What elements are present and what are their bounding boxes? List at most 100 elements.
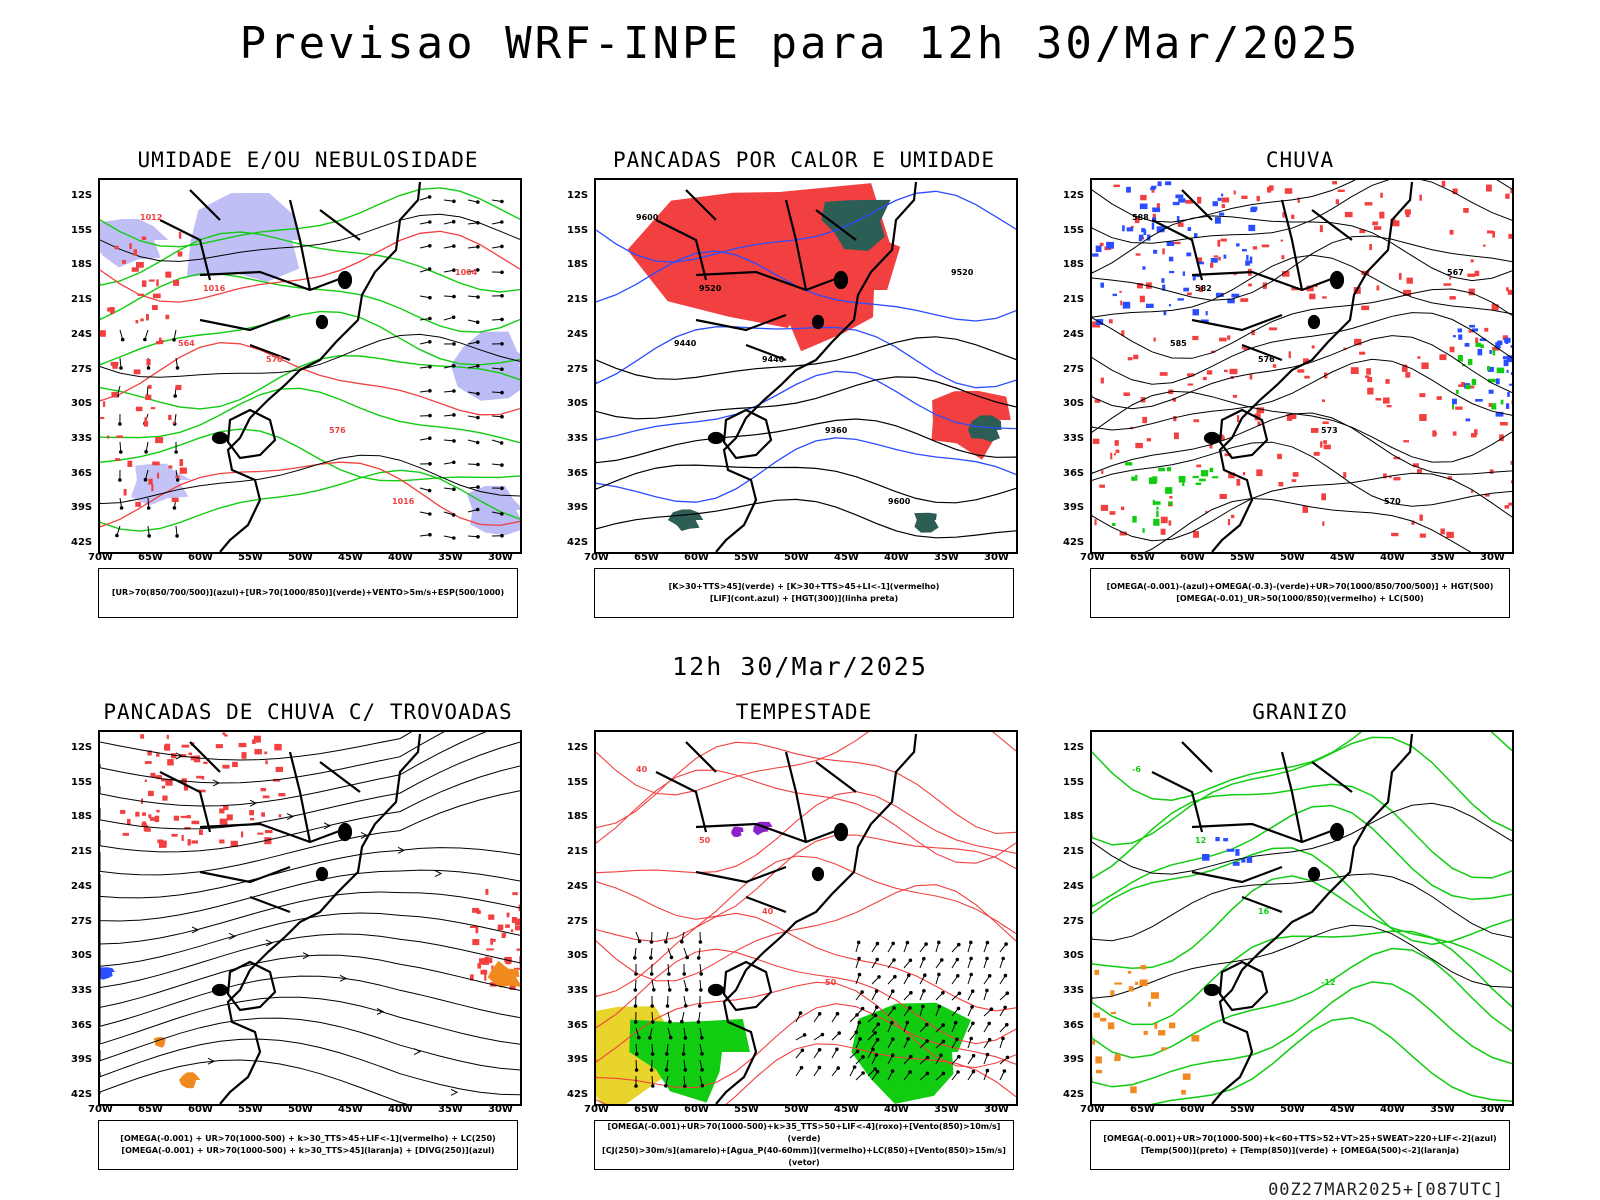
longitude-label: 30W bbox=[488, 552, 513, 563]
latitude-label: 39S bbox=[567, 1054, 589, 1066]
longitude-label: 45W bbox=[1330, 552, 1355, 563]
coastline-and-borders bbox=[655, 733, 918, 1104]
legend-line: [UR>70(850/700/500)](azul)+[UR>70(1000/8… bbox=[111, 588, 505, 597]
latitude-label: 42S bbox=[1063, 537, 1085, 548]
latitude-label: 21S bbox=[71, 294, 93, 306]
latitude-label: 21S bbox=[567, 846, 589, 858]
instability-teal-area bbox=[667, 509, 704, 531]
longitude-label: 50W bbox=[288, 552, 313, 563]
longitude-label: 35W bbox=[1430, 552, 1455, 563]
latitude-label: 36S bbox=[1063, 1019, 1085, 1031]
latitude-label: 39S bbox=[567, 502, 589, 514]
hail-blue-speckles bbox=[1202, 837, 1253, 866]
latitude-label: 39S bbox=[71, 502, 93, 514]
streamlines bbox=[100, 732, 520, 1104]
latitude-label: 42S bbox=[71, 537, 93, 548]
coastline-and-borders bbox=[159, 181, 422, 552]
wind-vectors bbox=[115, 329, 180, 538]
map-plot bbox=[98, 730, 522, 1106]
latitude-label: 15S bbox=[567, 224, 589, 236]
contour-label: 1016 bbox=[392, 497, 415, 506]
contour-label: -6 bbox=[1132, 765, 1141, 774]
latitude-label: 15S bbox=[567, 776, 589, 788]
panel-legend: [OMEGA(-0.001)+UR>70(1000-500)+k<60+TTS>… bbox=[1090, 1120, 1510, 1170]
contour-label: 588 bbox=[1132, 213, 1149, 222]
panel-legend: [OMEGA(-0.001)+UR>70(1000-500)+k>35_TTS>… bbox=[594, 1120, 1014, 1170]
longitude-label: 65W bbox=[1130, 1104, 1155, 1115]
longitude-label: 45W bbox=[1330, 1104, 1355, 1115]
latitude-label: 21S bbox=[71, 846, 93, 858]
latitude-label: 33S bbox=[1063, 984, 1085, 996]
humidity-green-contours bbox=[100, 187, 520, 532]
contour-label: 1012 bbox=[140, 213, 162, 222]
longitude-label: 50W bbox=[784, 1104, 809, 1115]
geopotential-black-contours bbox=[1092, 180, 1512, 552]
contour-label: 12 bbox=[1195, 836, 1206, 845]
longitude-label: 35W bbox=[934, 1104, 959, 1115]
latitude-label: 18S bbox=[1063, 259, 1085, 271]
latitude-label: 39S bbox=[71, 1054, 93, 1066]
legend-line: [OMEGA(-0.01)_UR>50(1000/850)(vermelho) … bbox=[1176, 594, 1424, 603]
panel-legend: [OMEGA(-0.001) + UR>70(1000-500) + k>30_… bbox=[98, 1120, 518, 1170]
latitude-label: 24S bbox=[567, 328, 589, 340]
longitude-label: 30W bbox=[1480, 552, 1505, 563]
map-plot: 588 582 576 573 570 567 585 bbox=[1090, 178, 1514, 554]
latitude-label: 27S bbox=[71, 915, 93, 927]
thickness-red-contours bbox=[100, 230, 520, 528]
panel-legend: [K>30+TTS>45](verde) + [K>30+TTS>45+LI<-… bbox=[594, 568, 1014, 618]
legend-line: [Temp(500)](preto) + [Temp(850)](verde) … bbox=[1140, 1146, 1460, 1155]
instability-teal-area bbox=[968, 415, 1002, 442]
latitude-label: 27S bbox=[1063, 363, 1085, 375]
panel-legend: [OMEGA(-0.001)-(azul)+OMEGA(-0.3)-(verde… bbox=[1090, 568, 1510, 618]
latitude-label: 15S bbox=[71, 776, 93, 788]
contour-label: -12 bbox=[1321, 978, 1335, 987]
legend-line: [OMEGA(-0.001) + UR>70(1000-500) + k>30_… bbox=[120, 1134, 496, 1143]
legend-line: [CJ(250)>30m/s](amarelo)+[Agua_P(40-60mm… bbox=[602, 1146, 1006, 1167]
longitude-label: 35W bbox=[438, 1104, 463, 1115]
map-plot: 1012 1016 570 576 1016 1004 564 bbox=[98, 178, 522, 554]
contour-label: 576 bbox=[329, 426, 346, 435]
panel-title: PANCADAS POR CALOR E UMIDADE bbox=[612, 148, 995, 172]
coastline-and-borders bbox=[1151, 733, 1414, 1104]
main-title: Previsao WRF-INPE para 12h 30/Mar/2025 bbox=[239, 18, 1361, 69]
legend-line: [OMEGA(-0.001) + UR>70(1000-500) + k>30_… bbox=[121, 1146, 495, 1155]
map-panel-1: UMIDADE E/OU NEBULOSIDADE 1012 1016 570 576 1… bbox=[71, 148, 522, 632]
longitude-label: 40W bbox=[884, 1104, 909, 1115]
longitude-label: 30W bbox=[1480, 1104, 1505, 1115]
divergence-blue-area bbox=[100, 967, 115, 980]
latitude-label: 36S bbox=[567, 1019, 589, 1031]
contour-label: 9600 bbox=[888, 497, 911, 506]
wind-850-vectors bbox=[855, 940, 1010, 1081]
map-plot: 9600 9520 9440 9360 9600 9520 9440 bbox=[594, 178, 1018, 554]
latitude-label: 12S bbox=[567, 742, 589, 753]
longitude-label: 70W bbox=[88, 552, 113, 563]
longitude-label: 45W bbox=[834, 552, 859, 563]
latitude-label: 21S bbox=[1063, 294, 1085, 306]
longitude-label: 60W bbox=[1180, 1104, 1205, 1115]
contour-label: 9520 bbox=[699, 284, 722, 293]
panel-title: GRANIZO bbox=[1252, 700, 1348, 724]
legend-line: [OMEGA(-0.001)+UR>70(1000-500)+k>35_TTS>… bbox=[607, 1122, 1001, 1143]
longitude-label: 45W bbox=[834, 1104, 859, 1115]
latitude-label: 24S bbox=[71, 880, 93, 892]
longitude-label: 70W bbox=[88, 1104, 113, 1115]
map-graphic bbox=[100, 732, 520, 1104]
wind-vectors bbox=[419, 195, 504, 540]
latitude-label: 39S bbox=[1063, 1054, 1085, 1066]
latitude-label: 33S bbox=[1063, 432, 1085, 444]
longitude-label: 40W bbox=[388, 1104, 413, 1115]
latitude-label: 24S bbox=[71, 328, 93, 340]
map-graphic: -6 12 16 -12 bbox=[1092, 732, 1512, 1104]
instability-red-area bbox=[767, 226, 901, 352]
panel-title: CHUVA bbox=[1265, 148, 1335, 172]
contour-label: 573 bbox=[1321, 426, 1338, 435]
rain-green-speckles bbox=[1112, 462, 1219, 533]
latitude-label: 36S bbox=[71, 467, 93, 479]
longitude-label: 70W bbox=[1080, 552, 1105, 563]
longitude-label: 45W bbox=[338, 552, 363, 563]
latitude-label: 33S bbox=[567, 984, 589, 996]
latitude-label: 15S bbox=[1063, 224, 1085, 236]
longitude-label: 70W bbox=[584, 1104, 609, 1115]
contour-label: 1016 bbox=[203, 284, 226, 293]
longitude-label: 55W bbox=[734, 552, 759, 563]
